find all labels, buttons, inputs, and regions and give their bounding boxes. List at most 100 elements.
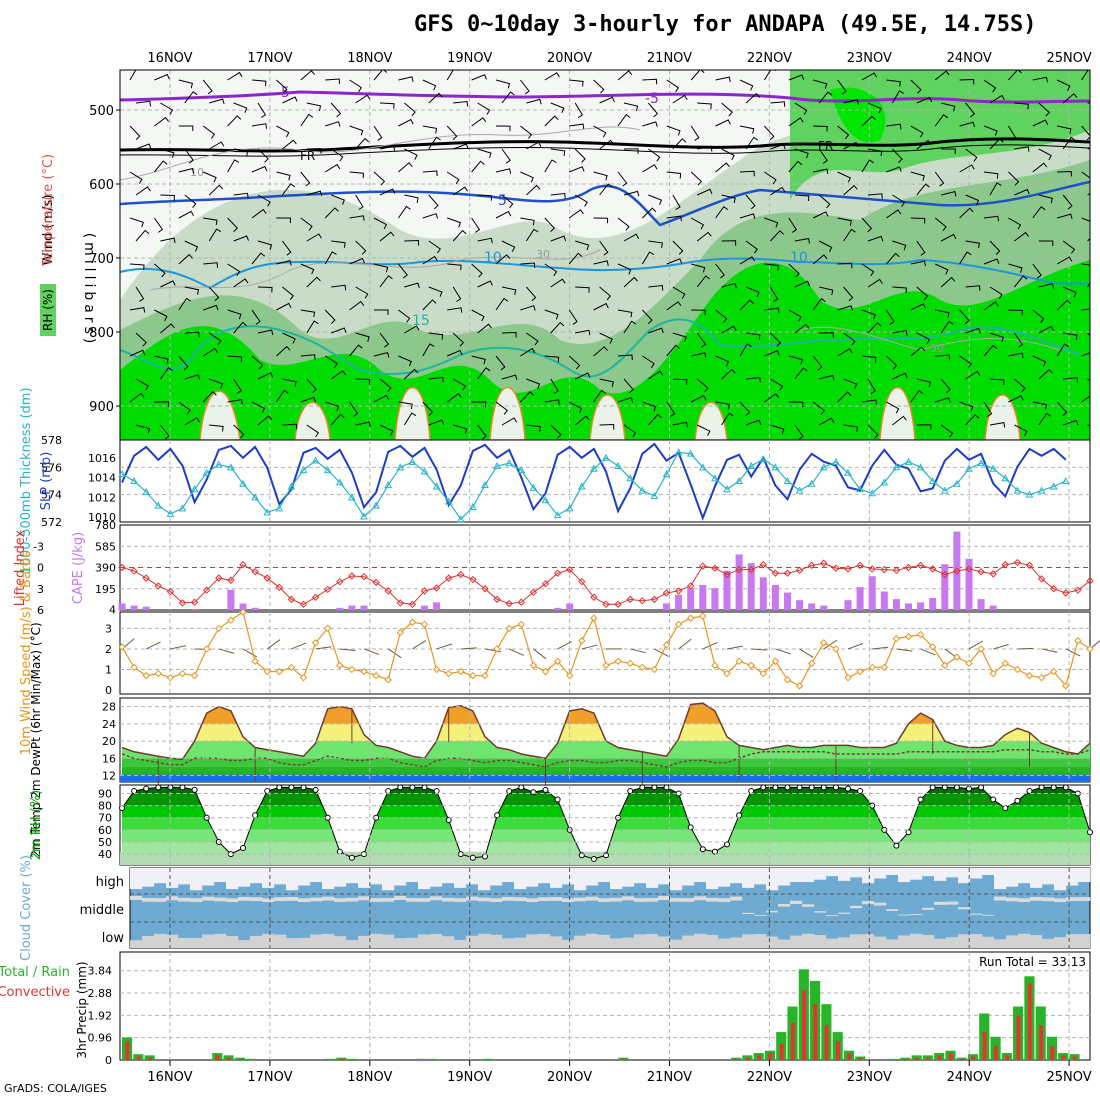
wind-barb bbox=[959, 401, 974, 412]
precip-conv-bar bbox=[125, 1041, 130, 1060]
wind-barb bbox=[203, 262, 218, 268]
wind-barb bbox=[1032, 309, 1045, 324]
wind-barb bbox=[569, 79, 584, 87]
wind-barb bbox=[428, 240, 441, 254]
wind-barb bbox=[642, 164, 658, 173]
cloud-high-block bbox=[334, 868, 347, 887]
cloud-low-block bbox=[262, 933, 275, 948]
precip-total-bar bbox=[347, 1058, 358, 1060]
cloud-low-block bbox=[802, 933, 815, 948]
wind-barb bbox=[983, 258, 1000, 265]
wind10m-point bbox=[166, 673, 175, 682]
lifted-ylabel: Lifted Index bbox=[13, 529, 28, 606]
wind-barb bbox=[202, 125, 216, 139]
wind-barb bbox=[495, 401, 508, 415]
wind-barb bbox=[1032, 162, 1048, 173]
cloud-ylabel: Cloud Cover (%) bbox=[19, 855, 34, 961]
cloud-high-block bbox=[886, 868, 899, 876]
wind-barb bbox=[398, 263, 408, 279]
precip-conv-bar bbox=[914, 1057, 919, 1060]
wind10m-point bbox=[614, 657, 622, 665]
precip-conv-bar bbox=[993, 1046, 998, 1060]
wind-barb bbox=[446, 125, 458, 140]
wind10m-point bbox=[807, 659, 816, 668]
wind-barb bbox=[257, 102, 267, 118]
thickness-point bbox=[348, 493, 356, 501]
bottom-date-label: 25NOV bbox=[1047, 1070, 1092, 1085]
thickness-point bbox=[783, 476, 792, 484]
cloud-low-block bbox=[202, 934, 215, 948]
wind-barb bbox=[617, 263, 632, 275]
top-date-label: 23NOV bbox=[847, 51, 892, 66]
wind-barb bbox=[324, 309, 336, 324]
wind-barb bbox=[989, 138, 1004, 150]
wind-barb bbox=[428, 92, 443, 104]
cloud-mid-block bbox=[370, 898, 383, 902]
wind-barb bbox=[300, 70, 316, 81]
wind10m-point bbox=[674, 620, 683, 629]
wind-barb bbox=[770, 230, 784, 242]
wind-barb bbox=[892, 194, 905, 207]
cloud-mid-block bbox=[178, 897, 191, 902]
wind-barb bbox=[691, 352, 707, 358]
cloud-high-block bbox=[514, 868, 527, 890]
rh2m-point bbox=[494, 812, 501, 819]
precip-conv-bar bbox=[835, 1041, 840, 1060]
cloud-low-block bbox=[406, 937, 419, 948]
wind-barb bbox=[745, 136, 759, 150]
wind-barb bbox=[159, 367, 173, 380]
thickness-point bbox=[420, 467, 429, 475]
wind-barb bbox=[544, 399, 560, 405]
wind-barb bbox=[623, 424, 637, 438]
rh2m-point bbox=[796, 784, 803, 791]
wind-barb bbox=[257, 372, 274, 380]
wind-barb bbox=[495, 254, 511, 265]
wind-barb bbox=[526, 332, 539, 346]
wind-barb bbox=[690, 217, 705, 230]
precip-conv-bar bbox=[1072, 1056, 1077, 1060]
lifted-point bbox=[263, 574, 271, 582]
cloud-mid-block bbox=[358, 896, 371, 901]
wind-barb bbox=[745, 92, 761, 104]
thickness-point bbox=[977, 459, 985, 467]
wind-barb bbox=[696, 378, 709, 393]
wind-barb bbox=[331, 240, 346, 248]
cloud-mid-block bbox=[934, 901, 947, 905]
wind-barb bbox=[843, 286, 854, 302]
wind-barb bbox=[452, 286, 462, 302]
wind-barb bbox=[373, 394, 390, 403]
cloud-mid-block bbox=[910, 913, 923, 915]
cape-bar bbox=[771, 584, 779, 610]
wind-barb bbox=[251, 208, 267, 219]
cloud-high-block bbox=[418, 868, 431, 890]
lifted-point bbox=[251, 568, 259, 576]
wind-barb bbox=[398, 355, 412, 367]
cloud-mid-block bbox=[658, 896, 671, 901]
wind-barb bbox=[959, 121, 975, 128]
wind-barb bbox=[373, 217, 388, 230]
wind-barb bbox=[355, 94, 371, 104]
wind-barb bbox=[550, 321, 565, 334]
wind-barb bbox=[355, 421, 371, 428]
cloud-high-block bbox=[634, 868, 647, 884]
cape-bar bbox=[566, 603, 574, 610]
wind-barb bbox=[184, 331, 200, 338]
cloud-mid-block bbox=[670, 898, 683, 902]
wind10m-barb bbox=[339, 648, 356, 652]
wind-barb bbox=[1014, 102, 1029, 110]
cloud-low-block bbox=[562, 939, 575, 948]
wind-barb bbox=[477, 424, 487, 440]
cloud-mid-block bbox=[466, 896, 479, 901]
wind-barb bbox=[135, 286, 145, 302]
wind10m-point bbox=[1074, 637, 1082, 645]
lifted-point bbox=[820, 559, 828, 567]
top-date-label: 21NOV bbox=[647, 51, 692, 66]
wind-barb bbox=[763, 70, 777, 81]
wind-barb bbox=[251, 79, 267, 87]
wind-barb bbox=[599, 240, 609, 256]
wind-barb bbox=[184, 194, 197, 209]
wind-barb bbox=[770, 424, 785, 435]
cloud-low-block bbox=[682, 935, 695, 948]
cloud-high-block bbox=[898, 868, 911, 883]
pressure-tick: 500 bbox=[89, 104, 114, 119]
